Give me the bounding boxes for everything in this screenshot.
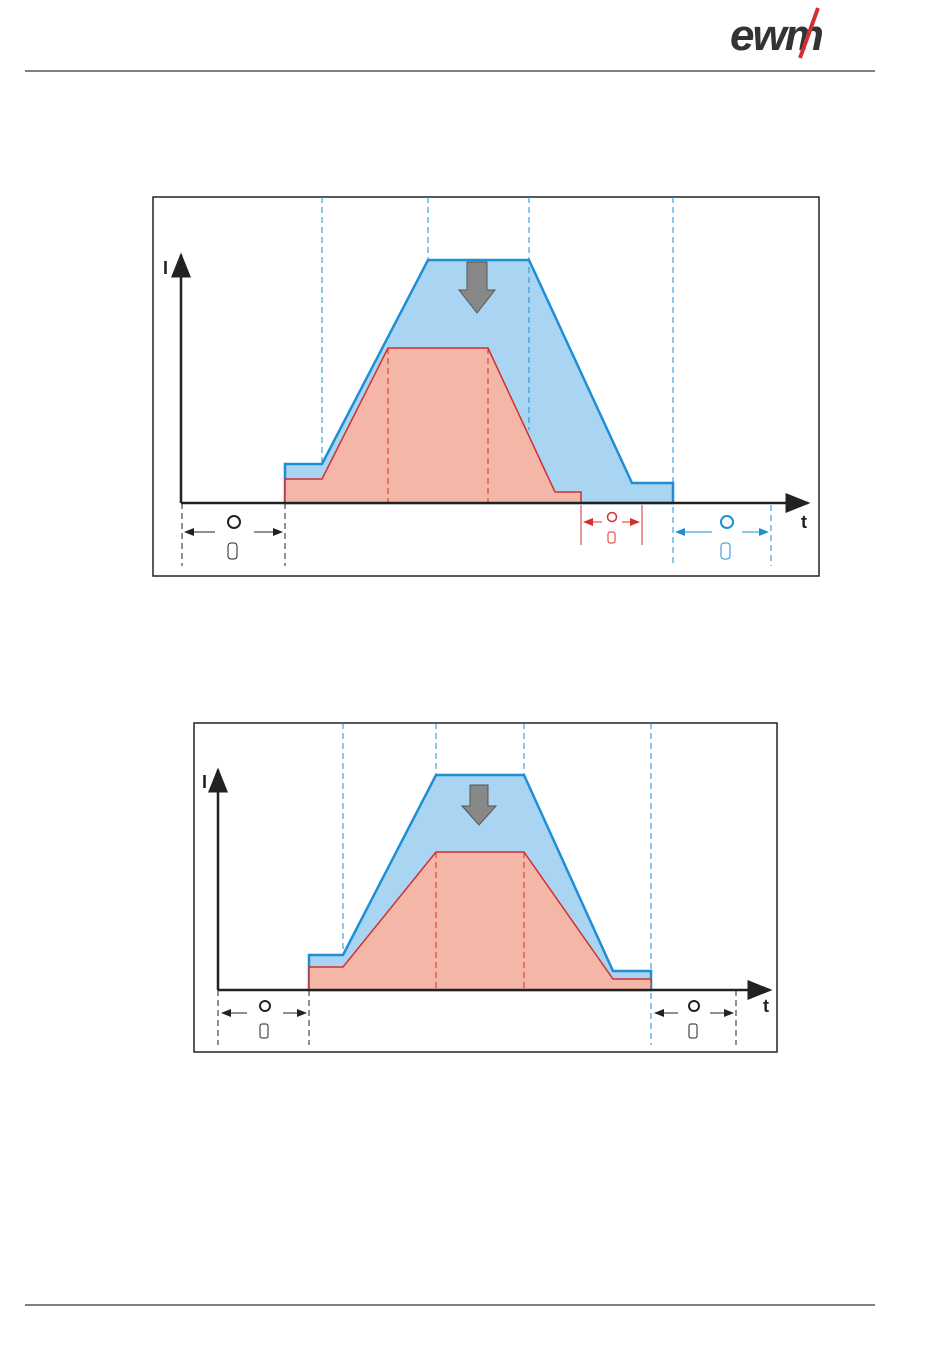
x-axis-label: t (763, 996, 769, 1016)
diagram: I t (193, 722, 778, 1053)
y-axis-label: I (202, 772, 207, 792)
diagram: I t (152, 196, 820, 577)
y-axis-label: I (163, 258, 168, 278)
logo-slash (798, 7, 820, 59)
x-axis-label: t (801, 512, 807, 532)
